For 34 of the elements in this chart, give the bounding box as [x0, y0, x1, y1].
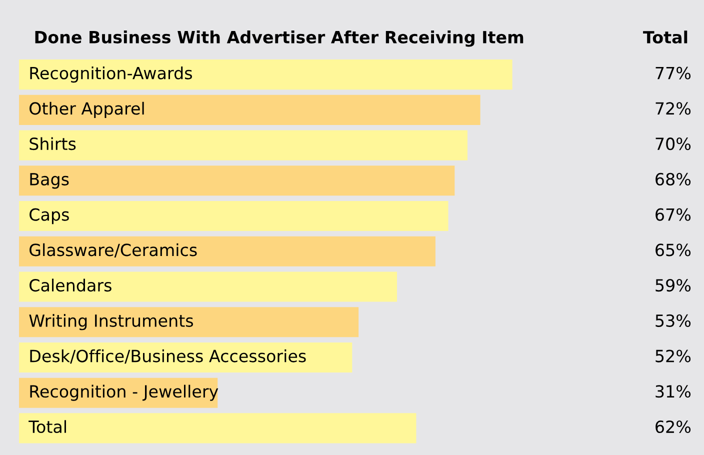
bar: [19, 200, 448, 232]
y-tick-label: Recognition - Jewellery: [30, 384, 218, 401]
y-tick-label: Bags: [30, 173, 69, 189]
data-label: 52%: [656, 350, 691, 362]
data-label: 59%: [656, 278, 691, 292]
data-label: 53%: [656, 314, 691, 327]
bar: [19, 166, 455, 196]
text: Total: [643, 30, 688, 44]
y-tick-label: Writing Instruments: [29, 314, 194, 330]
data-label: 77%: [656, 66, 691, 80]
bar: [19, 60, 512, 90]
data-label: 72%: [656, 102, 691, 115]
data-label: 67%: [656, 208, 691, 221]
bar: [19, 236, 436, 266]
bar: [19, 272, 397, 302]
y-tick-label: Total: [28, 420, 66, 434]
data-label: 31%: [656, 385, 691, 398]
y-tick-label: Glassware/Ceramics: [30, 243, 197, 258]
y-tick-label: Other Apparel: [30, 102, 144, 118]
y-tick-label: Recognition-Awards: [30, 66, 192, 83]
y-tick-label: Desk/Office/Business Accessories: [30, 349, 306, 364]
y-tick-label: Calendars: [30, 278, 112, 292]
bar: [19, 94, 480, 125]
y-tick-label: Shirts: [30, 137, 76, 150]
data-label: 68%: [656, 172, 691, 186]
chart-title: Done Business With Advertiser After Receiving Item: [35, 30, 524, 47]
y-tick-label: Caps: [30, 208, 69, 224]
bar: [19, 413, 416, 444]
bar: [19, 342, 352, 373]
data-label: 70%: [656, 138, 691, 150]
bar: [19, 307, 359, 338]
bar: [19, 130, 468, 160]
data-label: 65%: [656, 244, 691, 256]
data-label: 62%: [656, 420, 691, 434]
